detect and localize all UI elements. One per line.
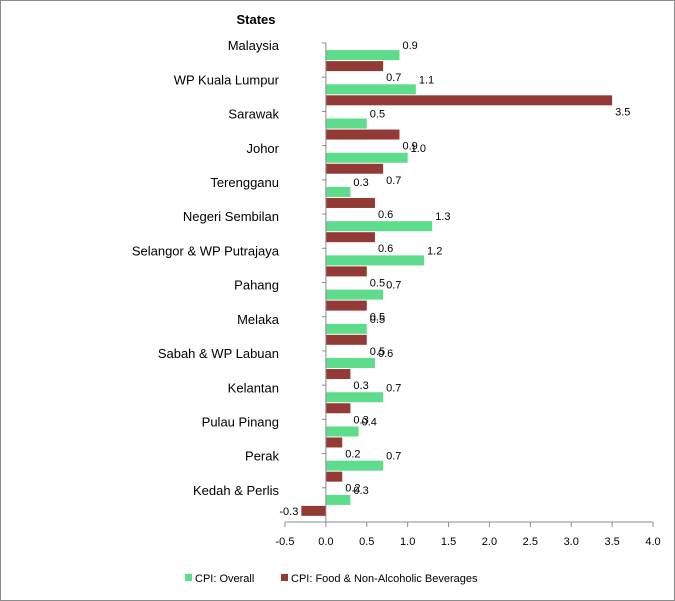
data-label: 0.3: [353, 380, 368, 392]
category-labels: Malaysia WP Kuala Lumpur Sarawak Johor Teren…: [132, 38, 280, 498]
category-label: Malaysia: [228, 38, 280, 53]
legend-swatch-cpi-overall: [185, 574, 192, 581]
data-label: 0.2: [345, 483, 360, 495]
data-label: 0.7: [386, 382, 401, 394]
data-label: 1.1: [419, 74, 434, 86]
category-label: WP Kuala Lumpur: [174, 72, 280, 87]
value-tick-label: 3.0: [564, 536, 579, 548]
data-label: 0.5: [370, 277, 385, 289]
bar-cpi-food: [301, 505, 326, 516]
bars-layer: [301, 50, 613, 516]
bar-cpi-overall: [325, 50, 400, 61]
value-tick-label: 0.0: [318, 536, 333, 548]
category-label: Selangor & WP Putrajaya: [132, 243, 280, 258]
bar-cpi-overall: [325, 460, 384, 471]
data-label: 0.7: [386, 451, 401, 463]
bar-cpi-overall: [325, 186, 351, 197]
bar-cpi-food: [325, 437, 343, 448]
bar-cpi-food: [325, 129, 400, 140]
bar-cpi-overall: [325, 152, 408, 163]
category-label: Sarawak: [228, 107, 279, 122]
bar-cpi-overall: [325, 392, 384, 403]
data-label: 0.9: [402, 141, 417, 153]
legend-label: CPI: Overall: [195, 573, 254, 585]
legend: CPI: Overall CPI: Food & Non-Alcoholic Be…: [185, 573, 478, 585]
bar-cpi-food: [325, 369, 351, 380]
data-label: 0.6: [378, 209, 393, 221]
data-label: 0.9: [402, 40, 417, 52]
data-label: 0.4: [362, 416, 377, 428]
bar-cpi-food: [325, 197, 375, 208]
data-label: 1.3: [435, 211, 450, 223]
data-label: 0.6: [378, 348, 393, 360]
value-tick-label: 0.5: [359, 536, 374, 548]
bar-cpi-overall: [325, 426, 359, 437]
value-tick-label: 1.0: [400, 536, 415, 548]
category-label: Sabah & WP Labuan: [158, 346, 279, 361]
category-label: Johor: [246, 141, 279, 156]
bar-cpi-food: [325, 403, 351, 414]
data-label: 0.3: [353, 414, 368, 426]
bar-cpi-food: [325, 334, 367, 345]
bar-cpi-food: [325, 61, 384, 72]
value-tick-label: 2.0: [482, 536, 497, 548]
bar-cpi-food: [325, 300, 367, 311]
bar-cpi-food: [325, 232, 375, 243]
category-label: Melaka: [237, 312, 280, 327]
data-label: 0.5: [370, 312, 385, 324]
value-tick-label: 3.5: [604, 536, 619, 548]
bar-cpi-overall: [325, 323, 367, 334]
bar-cpi-food: [325, 471, 343, 482]
data-label: 1.0: [411, 143, 426, 155]
data-labels: 0.90.7 1.13.50.50.91.00.70.30.6 1.30.6 1.20…: [279, 40, 630, 518]
bar-cpi-overall: [325, 84, 416, 95]
category-label: Terengganu: [210, 175, 279, 190]
x-axis: -0.5 0.0 0.5 1.0 1.5 2.0 2.5 3.0 3.5 4.0: [276, 42, 661, 548]
bar-cpi-overall: [325, 255, 425, 266]
bar-cpi-food: [325, 163, 384, 174]
category-label: Negeri Sembilan: [183, 209, 279, 224]
value-tick-label: -0.5: [276, 536, 295, 548]
data-label: 0.5: [370, 314, 385, 326]
data-label: 0.3: [353, 485, 368, 497]
bar-cpi-overall: [325, 494, 351, 505]
category-label: Perak: [245, 449, 279, 464]
data-label: -0.3: [279, 506, 298, 518]
category-label: Kedah & Perlis: [193, 483, 279, 498]
data-label: 0.5: [370, 346, 385, 358]
category-label: Kelantan: [228, 380, 279, 395]
category-label: Pulau Pinang: [202, 414, 279, 429]
data-label: 3.5: [615, 106, 630, 118]
bar-cpi-overall: [325, 118, 367, 129]
value-tick-label: 2.5: [523, 536, 538, 548]
data-label: 0.7: [386, 72, 401, 84]
bar-cpi-overall: [325, 221, 433, 232]
bar-cpi-food: [325, 95, 613, 106]
bar-cpi-overall: [325, 289, 384, 300]
data-label: 0.7: [386, 280, 401, 292]
legend-label: CPI: Food & Non-Alcoholic Beverages: [291, 573, 478, 585]
data-label: 0.2: [345, 448, 360, 460]
bar-cpi-overall: [325, 358, 375, 369]
data-label: 0.6: [378, 243, 393, 255]
data-label: 1.2: [427, 245, 442, 257]
data-label: 0.7: [386, 175, 401, 187]
value-tick-label: 1.5: [441, 536, 456, 548]
category-label: Pahang: [234, 278, 279, 293]
data-label: 0.3: [353, 177, 368, 189]
value-tick-label: 4.0: [645, 536, 660, 548]
legend-swatch-cpi-food: [281, 574, 288, 581]
data-label: 0.5: [370, 109, 385, 121]
category-header: States: [236, 12, 275, 27]
bar-cpi-food: [325, 266, 367, 277]
